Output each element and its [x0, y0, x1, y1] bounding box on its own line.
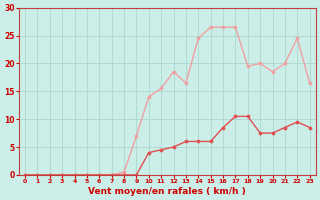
X-axis label: Vent moyen/en rafales ( km/h ): Vent moyen/en rafales ( km/h )	[88, 187, 246, 196]
